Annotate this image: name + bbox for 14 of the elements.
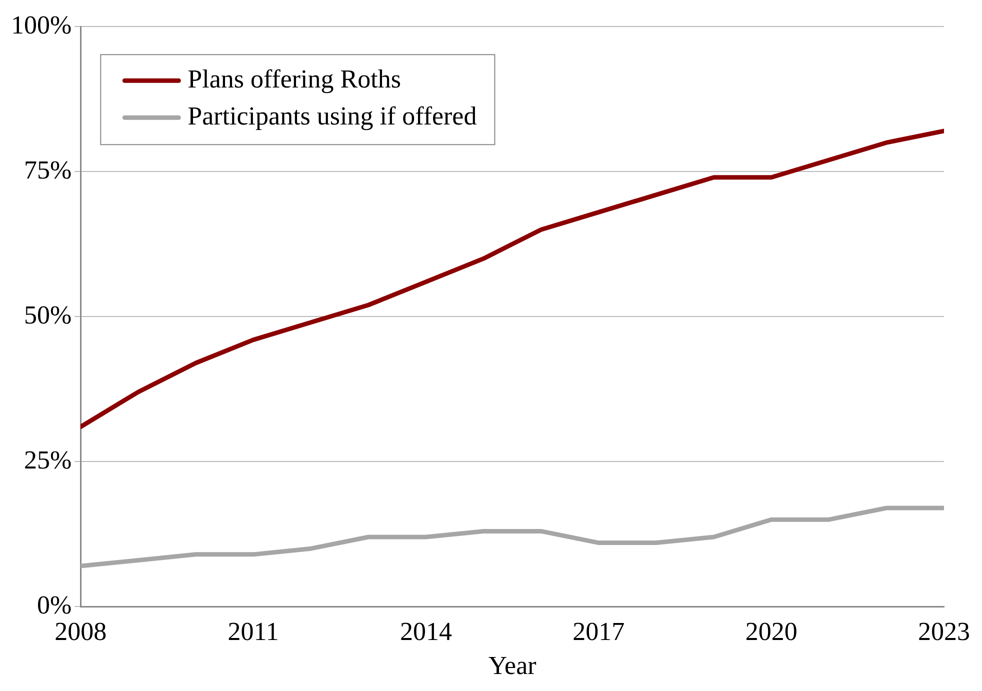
legend-label: Plans offering Roths [188,64,401,94]
y-tick-label: 0% [36,590,72,620]
x-tick-label: 2023 [918,617,970,646]
y-tick-label: 25% [24,445,72,474]
y-tick-label: 100% [10,10,72,40]
y-tick-label: 50% [24,300,72,330]
legend-label: Participants using if offered [188,101,477,130]
x-tick-label: 2020 [745,617,798,646]
x-tick-label: 2011 [228,617,279,646]
x-tick-label: 2008 [54,617,107,646]
x-tick-label: 2014 [400,617,452,646]
y-tick-label: 75% [24,155,72,184]
x-tick-label: 2017 [572,617,625,646]
x-axis-title: Year [488,651,537,680]
